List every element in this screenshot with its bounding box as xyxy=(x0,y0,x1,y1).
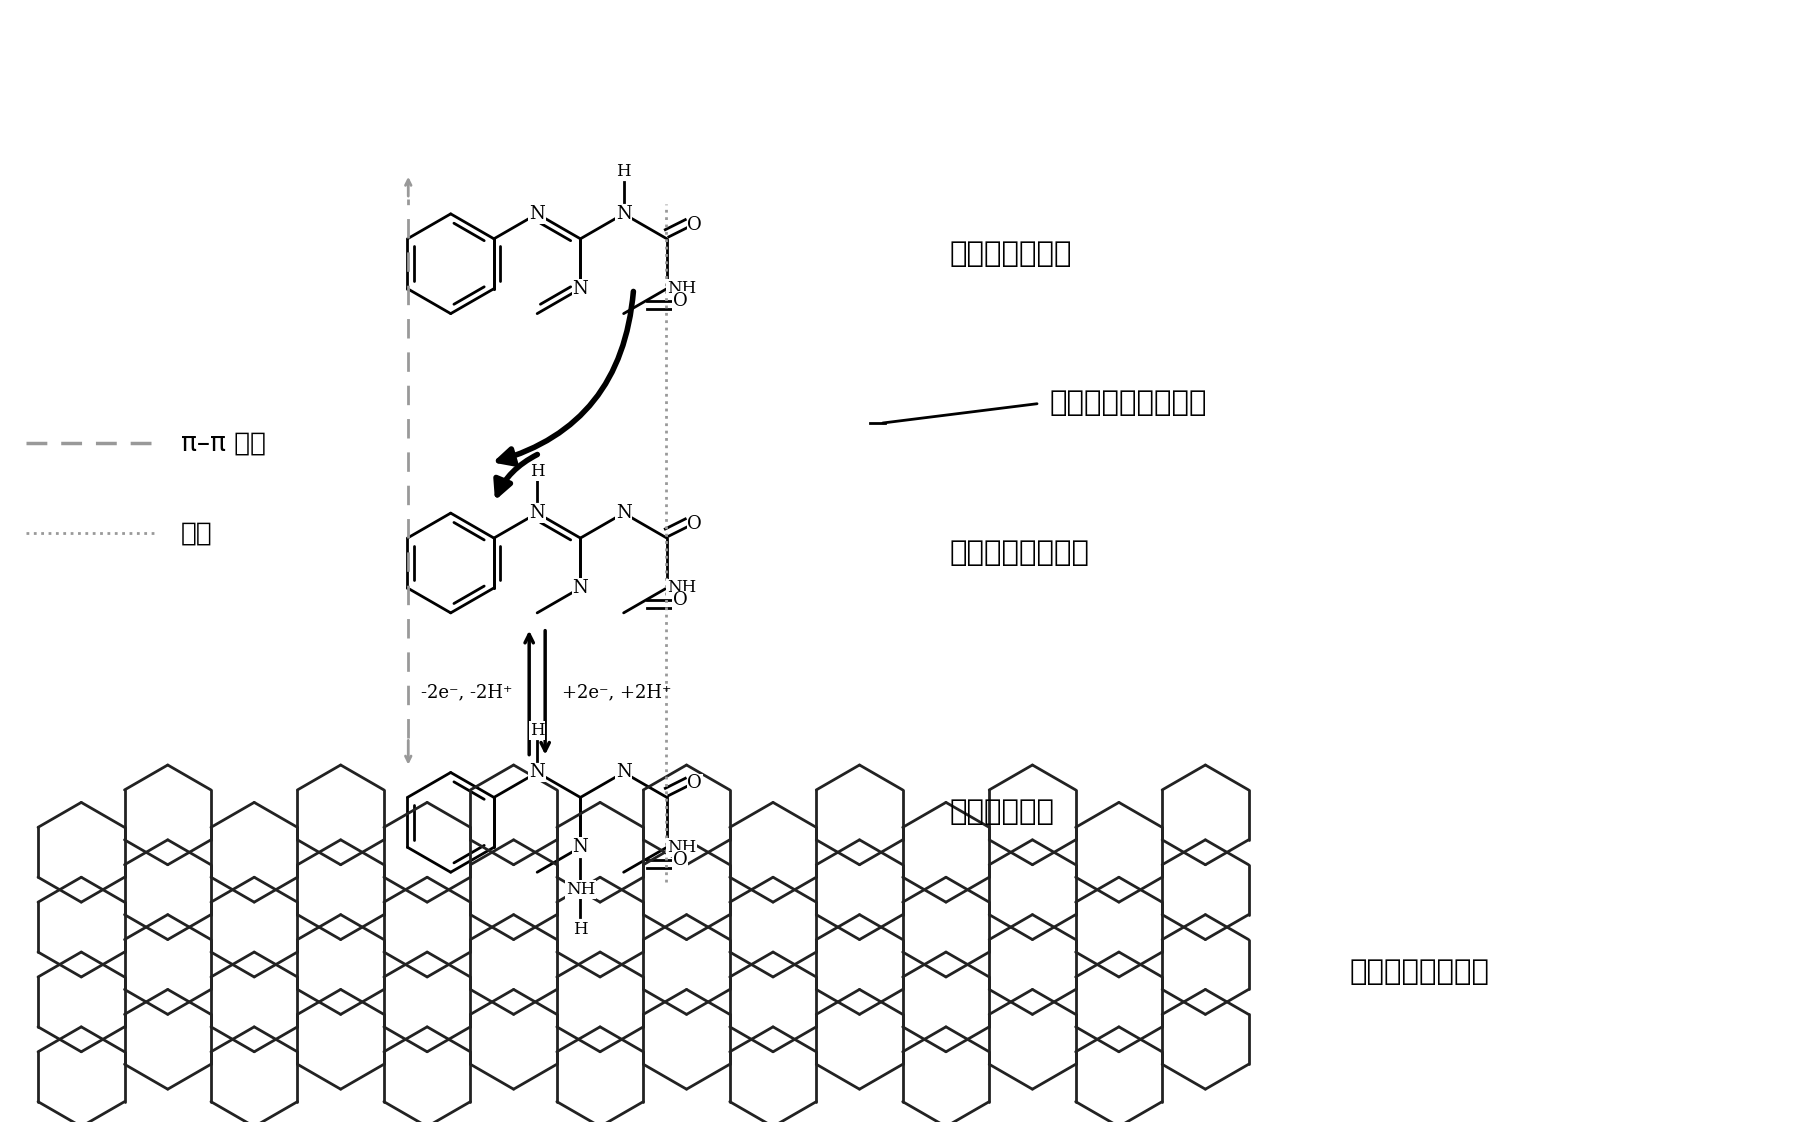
Text: N: N xyxy=(571,579,588,597)
Text: π–π 堆积: π–π 堆积 xyxy=(181,430,267,456)
Text: NH: NH xyxy=(566,880,595,897)
Text: 异嘎唄结构的嘎肥: 异嘎唄结构的嘎肥 xyxy=(949,539,1090,567)
Text: 嘎肥的可逆互变异构: 嘎肥的可逆互变异构 xyxy=(1048,390,1206,418)
FancyArrowPatch shape xyxy=(499,292,633,464)
Text: 氢键: 氢键 xyxy=(181,520,212,546)
Text: 生物质多孔石墨烯: 生物质多孔石墨烯 xyxy=(1348,958,1489,986)
Text: N: N xyxy=(615,764,631,782)
Text: N: N xyxy=(615,204,631,222)
Text: +2e⁻, +2H⁺: +2e⁻, +2H⁺ xyxy=(562,684,671,702)
Text: O: O xyxy=(673,592,688,610)
Text: H: H xyxy=(530,722,544,739)
Text: N: N xyxy=(530,504,544,522)
Text: N: N xyxy=(571,838,588,857)
Text: NH: NH xyxy=(668,280,697,298)
Text: O: O xyxy=(673,292,688,310)
Text: -2e⁻, -2H⁺: -2e⁻, -2H⁺ xyxy=(421,684,512,702)
Text: N: N xyxy=(571,280,588,298)
Text: N: N xyxy=(615,504,631,522)
Text: O: O xyxy=(688,775,702,793)
Text: O: O xyxy=(673,851,688,869)
Text: O: O xyxy=(688,216,702,234)
Text: 被还原的嘎肥: 被还原的嘎肥 xyxy=(949,798,1054,827)
Text: NH: NH xyxy=(668,579,697,596)
Text: N: N xyxy=(530,204,544,222)
FancyArrowPatch shape xyxy=(495,455,537,495)
Text: NH: NH xyxy=(668,839,697,856)
Text: O: O xyxy=(688,515,702,533)
Text: H: H xyxy=(530,463,544,480)
Text: 嘎唄结构的嘎肥: 嘎唄结构的嘎肥 xyxy=(949,240,1072,267)
Text: H: H xyxy=(573,921,588,938)
Text: N: N xyxy=(530,764,544,782)
Text: H: H xyxy=(617,164,631,181)
